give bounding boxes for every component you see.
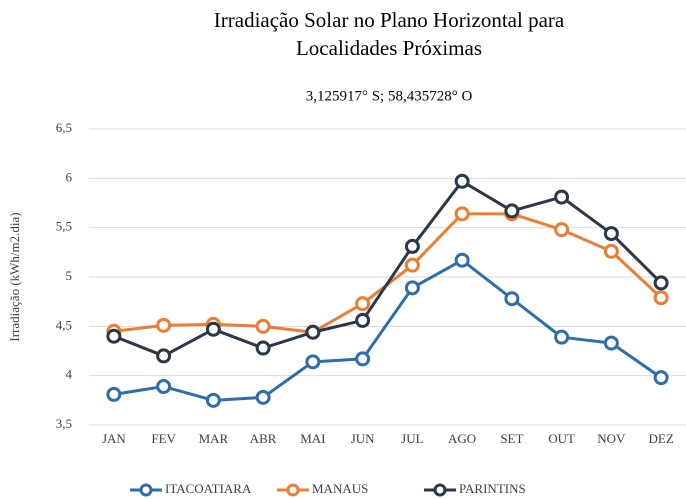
data-point [554, 222, 570, 238]
data-point [603, 335, 619, 351]
x-tick-label: NOV [597, 431, 626, 446]
data-point [305, 354, 321, 370]
y-tick-label: 6,5 [56, 120, 72, 135]
data-point [454, 206, 470, 222]
y-tick-label: 6 [66, 169, 73, 184]
data-point [255, 340, 271, 356]
x-tick-label: FEV [151, 431, 176, 446]
legend-label: ITACOATIARA [165, 481, 252, 496]
x-tick-label: JAN [102, 431, 126, 446]
data-point [454, 173, 470, 189]
x-tick-label: JUN [351, 431, 375, 446]
y-tick-label: 4,5 [56, 317, 72, 332]
data-point [205, 321, 221, 337]
data-point [603, 226, 619, 242]
legend-label: PARINTINS [459, 481, 526, 496]
data-point [156, 317, 172, 333]
x-tick-label: JUL [401, 431, 423, 446]
chart-subtitle: 3,125917° S; 58,435728° O [306, 88, 473, 104]
x-tick-label: AGO [448, 431, 476, 446]
x-tick-label: SET [500, 431, 523, 446]
data-point [603, 243, 619, 259]
series-line [113, 179, 663, 358]
chart-title: Irradiação Solar no Plano Horizontal par… [214, 8, 565, 32]
data-point [355, 296, 371, 312]
series-line [113, 212, 663, 334]
data-point [156, 348, 172, 364]
data-point [404, 257, 420, 273]
data-point [554, 329, 570, 345]
data-point [653, 370, 669, 386]
data-point [106, 328, 122, 344]
chart-title: Localidades Próximas [296, 36, 482, 60]
x-tick-label: MAI [300, 431, 325, 446]
data-point [156, 379, 172, 395]
y-axis-label: Irradiação (kWh/m2.dia) [7, 212, 22, 341]
data-point [305, 324, 321, 340]
data-point [106, 386, 122, 402]
data-point [255, 389, 271, 405]
data-point [554, 189, 570, 205]
series-line [113, 258, 662, 402]
y-tick-label: 4 [66, 367, 73, 382]
y-tick-label: 3,5 [56, 416, 72, 431]
legend-swatch [286, 483, 300, 497]
x-tick-label: MAR [199, 431, 229, 446]
data-point [504, 291, 520, 307]
data-point [404, 238, 420, 254]
legend-label: MANAUS [312, 481, 368, 496]
data-point [653, 290, 669, 306]
data-point [205, 392, 221, 408]
data-point [653, 275, 669, 291]
data-point [454, 252, 470, 268]
data-point [504, 203, 520, 219]
data-point [355, 351, 371, 367]
legend-swatch [433, 483, 447, 497]
data-point [255, 318, 271, 334]
x-tick-label: OUT [548, 431, 575, 446]
y-tick-label: 5 [66, 268, 73, 283]
data-point [355, 312, 371, 328]
y-tick-label: 5,5 [56, 219, 72, 234]
data-point [404, 280, 420, 296]
x-tick-label: DEZ [648, 431, 673, 446]
legend-swatch [139, 483, 153, 497]
x-tick-label: ABR [250, 431, 277, 446]
